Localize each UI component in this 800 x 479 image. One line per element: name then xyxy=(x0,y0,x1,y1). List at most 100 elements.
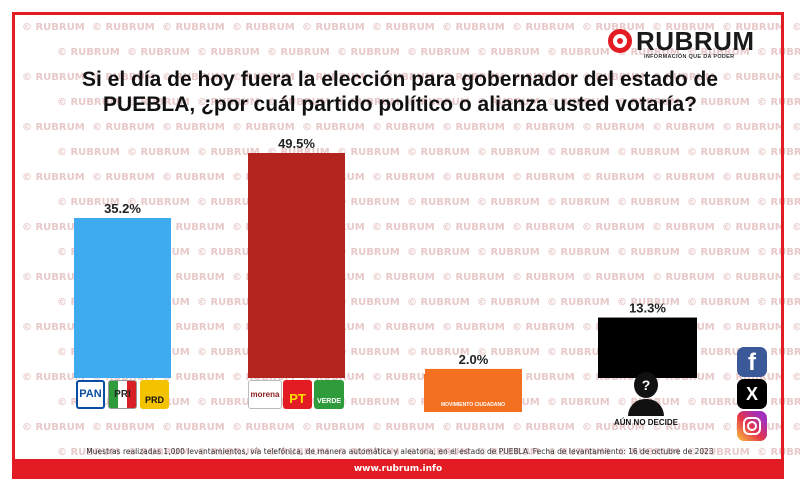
watermark-text: © RUBRUM xyxy=(617,297,680,308)
watermark-text: © RUBRUM xyxy=(302,422,365,433)
watermark-text: © RUBRUM xyxy=(372,172,435,183)
x-icon[interactable]: X xyxy=(737,379,767,409)
watermark-text: © RUBRUM xyxy=(512,422,575,433)
watermark-text: © RUBRUM xyxy=(337,447,400,458)
watermark-text: © RUBRUM xyxy=(267,447,330,458)
watermark-text: © RUBRUM xyxy=(477,197,540,208)
watermark-text: © RUBRUM xyxy=(722,372,785,383)
watermark-text: © RUBRUM xyxy=(477,147,540,158)
watermark-text: © RUBRUM xyxy=(127,447,190,458)
watermark-text: © RUBRUM xyxy=(617,147,680,158)
watermark-text: © RUBRUM xyxy=(267,97,330,108)
watermark-text: © RUBRUM xyxy=(582,172,645,183)
watermark-text: © RUBRUM xyxy=(617,197,680,208)
watermark-text: © RUBRUM xyxy=(197,347,260,358)
rubrum-logo: RUBRUM INFORMACIÓN QUE DA PODER xyxy=(608,27,758,63)
watermark-text: © RUBRUM xyxy=(582,72,645,83)
facebook-icon[interactable]: f xyxy=(737,347,767,377)
instagram-icon[interactable] xyxy=(737,411,767,441)
value-label-1: 49.5% xyxy=(278,136,315,151)
watermark-text: © RUBRUM xyxy=(792,72,800,83)
value-label-3: 13.3% xyxy=(629,301,666,316)
watermark-text: © RUBRUM xyxy=(197,47,260,58)
footnote: Muestras realizadas 1,000 levantamientos… xyxy=(86,447,714,456)
watermark-text: © RUBRUM xyxy=(57,197,120,208)
watermark-text: © RUBRUM xyxy=(477,297,540,308)
watermark-text: © RUBRUM xyxy=(757,447,800,458)
watermark-text: © RUBRUM xyxy=(652,172,715,183)
watermark-text: © RUBRUM xyxy=(92,122,155,133)
watermark-text: © RUBRUM xyxy=(372,222,435,233)
watermark-text: © RUBRUM xyxy=(442,322,505,333)
watermark-text: © RUBRUM xyxy=(337,197,400,208)
watermark-text: © RUBRUM xyxy=(792,272,800,283)
watermark-text: © RUBRUM xyxy=(512,222,575,233)
watermark-text: © RUBRUM xyxy=(547,47,610,58)
watermark-text: © RUBRUM xyxy=(442,72,505,83)
watermark-text: © RUBRUM xyxy=(337,347,400,358)
watermark-text: © RUBRUM xyxy=(267,147,330,158)
watermark-text: © RUBRUM xyxy=(792,222,800,233)
rubrum-logo-icon xyxy=(608,29,632,53)
watermark-text: © RUBRUM xyxy=(617,97,680,108)
watermark-text: © RUBRUM xyxy=(407,247,470,258)
watermark-text: © RUBRUM xyxy=(407,447,470,458)
watermark-text: © RUBRUM xyxy=(162,372,225,383)
watermark-text: © RUBRUM xyxy=(92,22,155,33)
watermark-text: © RUBRUM xyxy=(162,322,225,333)
watermark-text: © RUBRUM xyxy=(372,122,435,133)
watermark-text: © RUBRUM xyxy=(512,122,575,133)
chart-title: Si el día de hoy fuera la elección para … xyxy=(81,68,719,116)
watermark-text: © RUBRUM xyxy=(372,272,435,283)
watermark-text: © RUBRUM xyxy=(722,22,785,33)
watermark-text: © RUBRUM xyxy=(162,422,225,433)
watermark-text: © RUBRUM xyxy=(162,122,225,133)
watermark-text: © RUBRUM xyxy=(757,397,800,408)
rubrum-logo-tagline: INFORMACIÓN QUE DA PODER xyxy=(644,54,735,60)
watermark-text: © RUBRUM xyxy=(687,97,750,108)
watermark-text: © RUBRUM xyxy=(442,422,505,433)
watermark-text: © RUBRUM xyxy=(22,122,85,133)
watermark-text: © RUBRUM xyxy=(22,372,85,383)
website-url[interactable]: www.rubrum.info xyxy=(353,464,443,474)
watermark-text: © RUBRUM xyxy=(687,447,750,458)
watermark-text: © RUBRUM xyxy=(92,72,155,83)
watermark-text: © RUBRUM xyxy=(512,322,575,333)
watermark-text: © RUBRUM xyxy=(652,272,715,283)
watermark-text: © RUBRUM xyxy=(547,197,610,208)
watermark-text: © RUBRUM xyxy=(337,97,400,108)
prd-logo-label: PRD xyxy=(144,395,164,405)
watermark-text: © RUBRUM xyxy=(477,447,540,458)
watermark-text: © RUBRUM xyxy=(162,72,225,83)
watermark-text: © RUBRUM xyxy=(442,222,505,233)
watermark-text: © RUBRUM xyxy=(687,297,750,308)
watermark-text: © RUBRUM xyxy=(617,247,680,258)
watermark-text: © RUBRUM xyxy=(722,72,785,83)
watermark-text: © RUBRUM xyxy=(407,47,470,58)
watermark-text: © RUBRUM xyxy=(792,22,800,33)
watermark-text: © RUBRUM xyxy=(582,22,645,33)
watermark-text: © RUBRUM xyxy=(757,47,800,58)
watermark-text: © RUBRUM xyxy=(547,447,610,458)
watermark-text: © RUBRUM xyxy=(372,322,435,333)
watermark-text: © RUBRUM xyxy=(792,122,800,133)
watermark-text: © RUBRUM xyxy=(197,147,260,158)
watermark-text: © RUBRUM xyxy=(722,172,785,183)
watermark-text: © RUBRUM xyxy=(407,347,470,358)
watermark-text: © RUBRUM xyxy=(267,47,330,58)
watermark-text: © RUBRUM xyxy=(547,147,610,158)
watermark-text: © RUBRUM xyxy=(22,322,85,333)
watermark-text: © RUBRUM xyxy=(442,272,505,283)
watermark-text: © RUBRUM xyxy=(792,172,800,183)
watermark-text: © RUBRUM xyxy=(92,422,155,433)
watermark-text: © RUBRUM xyxy=(407,147,470,158)
watermark-text: © RUBRUM xyxy=(477,247,540,258)
bottom-bar: www.rubrum.info xyxy=(12,460,784,479)
watermark-text: © RUBRUM xyxy=(792,422,800,433)
watermark-text: © RUBRUM xyxy=(547,397,610,408)
watermark-text: © RUBRUM xyxy=(302,22,365,33)
watermark-text: © RUBRUM xyxy=(687,247,750,258)
watermark-text: © RUBRUM xyxy=(337,47,400,58)
watermark-text: © RUBRUM xyxy=(232,72,295,83)
